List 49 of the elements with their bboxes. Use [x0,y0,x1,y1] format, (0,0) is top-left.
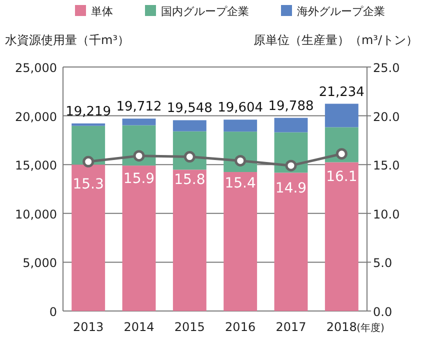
bar [324,162,358,311]
y2-tick-label: 0.0 [373,305,392,319]
bar [224,172,258,311]
y-tick-label: 10,000 [15,207,57,222]
bar [172,120,206,132]
legend-label: 海外グループ企業 [297,5,385,18]
y-axis-title: 水資源使用量（千m³） [5,33,130,47]
bar [324,104,358,128]
total-label: 21,234 [318,84,364,100]
bar [224,120,258,132]
data-label: 16.1 [326,168,358,185]
x-axis-title: (年度) [356,322,385,334]
y-tick-label: 25,000 [15,61,57,75]
x-tick-label: 2014 [124,320,154,334]
y2-tick-label: 5.0 [373,256,392,270]
y-tick-label: 5,000 [22,256,57,270]
bar [172,170,206,311]
total-label: 19,604 [218,100,264,116]
legend-label: 単体 [91,5,113,18]
y-tick-label: 20,000 [15,110,57,124]
data-label: 14.9 [275,180,307,197]
total-label: 19,219 [66,104,112,120]
data-label: 15.3 [72,176,104,193]
x-tick-label: 2015 [174,320,205,334]
bar [72,123,106,126]
y2-tick-label: 15.0 [373,158,400,173]
bar [72,164,106,311]
x-tick-label: 2018 [326,320,357,334]
total-label: 19,712 [116,100,162,115]
x-tick-label: 2016 [225,320,256,334]
data-label: 15.9 [123,170,155,187]
y2-tick-label: 10.0 [373,207,400,222]
bar [274,118,308,132]
y2-axis-title: 原単位（生産量）（m³/トン） [253,33,418,47]
total-label: 19,788 [268,98,314,114]
bar [72,126,106,165]
y2-tick-label: 20.0 [373,110,400,124]
data-label: 15.8 [174,172,206,188]
bar [122,118,156,126]
bar [122,166,156,311]
total-label: 19,548 [166,101,212,116]
y2-tick-label: 25.0 [373,61,400,75]
y-tick-label: 0 [49,305,57,319]
legend-label: 国内グループ企業 [161,5,249,18]
y-tick-label: 15,000 [15,158,57,173]
x-tick-label: 2013 [73,320,104,334]
data-label: 15.4 [224,176,256,192]
x-tick-label: 2017 [276,320,306,334]
bar [274,172,308,311]
